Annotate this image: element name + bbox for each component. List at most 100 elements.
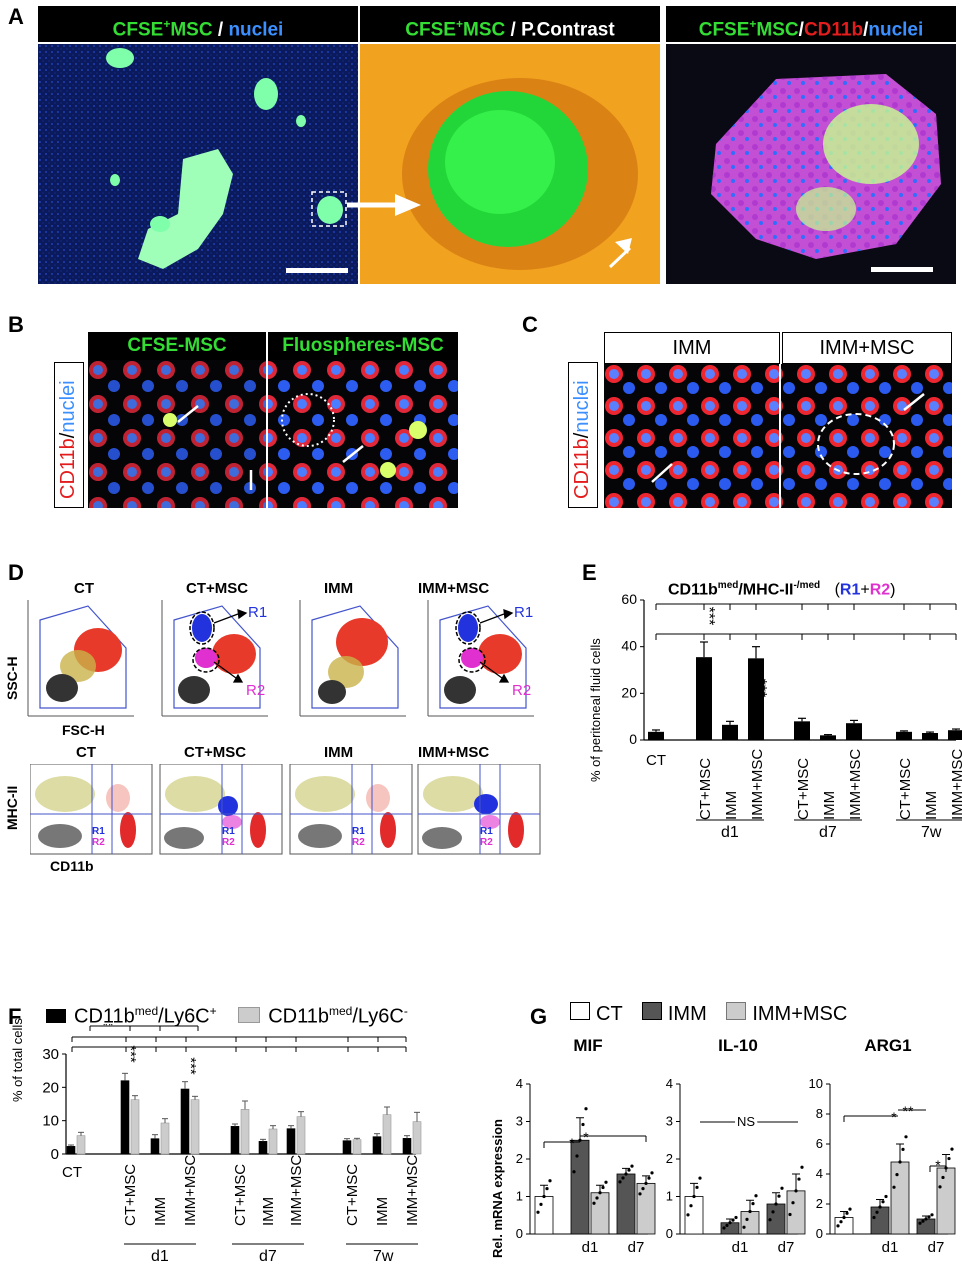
- panel-label-e: E: [582, 560, 597, 585]
- data-point: [572, 1170, 576, 1174]
- data-point: [848, 1207, 852, 1211]
- flow-quadrant-row: [30, 764, 541, 855]
- bar: [160, 1122, 170, 1155]
- data-point: [904, 1135, 908, 1139]
- title-paren: ): [890, 581, 896, 599]
- sig-stars: ***: [752, 679, 769, 698]
- legend-sup: -: [403, 1004, 408, 1018]
- group-label: 7w: [373, 1248, 394, 1265]
- legend-text: IMM: [667, 1003, 707, 1025]
- title-text: /MHC-II: [738, 581, 794, 599]
- x-label: CT+MSC: [697, 757, 714, 820]
- data-point: [774, 1202, 778, 1206]
- y-tick-label: 0: [516, 1226, 523, 1241]
- quad-label-r1: R1: [480, 826, 493, 837]
- chart-g-title: IL-10: [718, 1036, 758, 1055]
- data-point: [539, 1202, 543, 1206]
- title-r2: R2: [869, 581, 891, 599]
- header-text-sep: /: [212, 19, 229, 41]
- data-point: [791, 1201, 795, 1205]
- x-label: CT+MSC: [897, 757, 914, 820]
- flow-top-ylabel: SSC-H: [4, 656, 20, 700]
- zoom-box: [311, 191, 347, 227]
- bar: [382, 1114, 392, 1155]
- y-tick-label: 1: [516, 1189, 523, 1204]
- x-label: IMM: [260, 1196, 277, 1226]
- header-text-msc: MSC: [463, 19, 506, 41]
- flow-title-3: IMM: [324, 580, 354, 597]
- header-text-plus: +: [455, 17, 463, 31]
- x-label: d7: [778, 1239, 795, 1256]
- bar: [740, 1211, 760, 1235]
- header-text-cd11b: CD11b: [803, 19, 864, 41]
- header-text-cfse: CFSE: [112, 19, 164, 41]
- quad-label-r2: R2: [222, 837, 235, 848]
- data-point: [742, 1225, 746, 1229]
- quad-label-r1: R1: [352, 826, 365, 837]
- data-point: [618, 1180, 622, 1184]
- panel-c-header-2: IMM+MSC: [782, 332, 952, 364]
- legend-swatch-black: [46, 1008, 66, 1023]
- quad-plot-ct-msc: [159, 764, 283, 855]
- data-point: [797, 1177, 801, 1181]
- legend-text: CD11b: [74, 1005, 135, 1028]
- data-point: [734, 1215, 738, 1220]
- data-point: [575, 1154, 579, 1158]
- panel-c-side-label: CD11b/nuclei: [568, 362, 598, 508]
- data-point: [918, 1221, 922, 1225]
- y-tick-label: 1: [666, 1189, 673, 1204]
- x-label: IMM: [374, 1196, 391, 1226]
- bar: [258, 1141, 268, 1155]
- flow-title-2: CT+MSC: [184, 744, 247, 761]
- y-tick-label: 2: [516, 1151, 523, 1166]
- data-point: [595, 1196, 599, 1200]
- bar: [936, 1167, 956, 1235]
- sig-stars: ***: [182, 1057, 199, 1075]
- sig-stars: *: [935, 1157, 941, 1173]
- x-label: d7: [928, 1239, 945, 1256]
- zoom-arrow-icon: [347, 194, 421, 216]
- panel-label-b: B: [8, 312, 24, 337]
- x-label: CT+MSC: [795, 757, 812, 820]
- bar: [352, 1139, 362, 1155]
- x-label: IMM+MSC: [404, 1154, 421, 1226]
- group-label: 7w: [921, 824, 942, 841]
- y-tick-label: 3: [516, 1114, 523, 1129]
- data-point: [578, 1138, 582, 1142]
- data-point: [725, 1223, 729, 1227]
- x-label: d1: [582, 1239, 599, 1256]
- bar: [76, 1135, 86, 1155]
- bar: [342, 1140, 352, 1155]
- quad-label-r2: R2: [352, 837, 365, 848]
- data-point: [800, 1165, 804, 1169]
- header-text-sep: /: [798, 19, 804, 41]
- legend-sup: med: [329, 1004, 353, 1018]
- bar: [896, 731, 912, 740]
- msc-aggregate: [138, 149, 233, 269]
- y-tick-label: 10: [809, 1076, 823, 1091]
- quad-label-r2: R2: [480, 837, 493, 848]
- panel-label-a: A: [8, 4, 24, 29]
- gate-label-r1: R1: [514, 604, 534, 621]
- panel-b-header-2: Fluospheres-MSC: [268, 332, 458, 360]
- bar: [180, 1088, 190, 1155]
- data-point: [930, 1213, 934, 1217]
- title-r1: R1: [839, 581, 861, 599]
- sig-stars: *: [569, 1135, 575, 1151]
- data-point: [601, 1185, 605, 1190]
- legend-text: CT: [596, 1003, 623, 1025]
- bar: [534, 1196, 554, 1235]
- panel-c-micrographs: [604, 364, 952, 508]
- chart-e-title: CD11bmed/MHC-II-/med (R1+R2): [668, 580, 896, 599]
- group-label: d7: [819, 824, 837, 841]
- bar: [402, 1138, 412, 1155]
- panel-a-micrograph-phase: [360, 44, 660, 284]
- title-sup: -/med: [793, 580, 821, 591]
- data-point: [695, 1185, 699, 1189]
- data-point: [647, 1176, 651, 1180]
- x-label: IMM+MSC: [749, 748, 766, 820]
- side-text-sep: /: [571, 432, 593, 439]
- bar: [268, 1128, 278, 1155]
- x-label: d7: [628, 1239, 645, 1256]
